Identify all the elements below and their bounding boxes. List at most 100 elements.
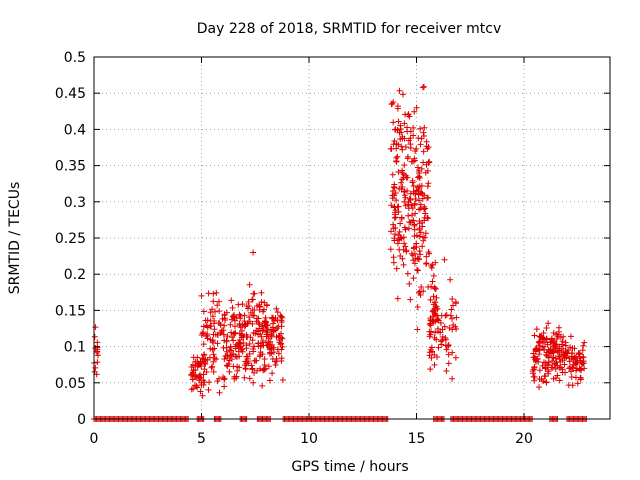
data-point: [438, 341, 445, 348]
data-point: [246, 375, 253, 382]
data-point: [401, 198, 408, 205]
data-point: [209, 313, 216, 320]
data-point: [216, 389, 223, 396]
data-point: [189, 361, 196, 368]
data-point: [231, 373, 238, 380]
data-point: [407, 135, 414, 142]
data-point: [199, 392, 206, 399]
data-point: [399, 146, 406, 153]
data-point: [567, 363, 574, 370]
data-point: [408, 202, 415, 209]
data-point: [189, 376, 196, 383]
data-point: [390, 259, 397, 266]
data-point: [394, 153, 401, 160]
data-point: [429, 261, 436, 268]
data-point: [401, 192, 408, 199]
data-point: [220, 327, 227, 334]
y-axis: 0 0.05 0.1 0.15 0.2 0.25 0.3 0.35 0.4 0.45 0.5: [55, 50, 610, 428]
data-point: [430, 272, 437, 279]
data-point: [541, 339, 548, 346]
data-point: [566, 355, 573, 362]
data-point: [223, 338, 230, 345]
data-point: [431, 334, 438, 341]
data-point: [257, 351, 264, 358]
data-point: [389, 171, 396, 178]
data-point: [567, 333, 574, 340]
data-point: [387, 246, 394, 253]
data-point: [389, 188, 396, 195]
data-point: [396, 87, 403, 94]
data-point: [401, 240, 408, 247]
data-point: [246, 350, 253, 357]
data-point: [420, 148, 427, 155]
data-point: [536, 384, 543, 391]
data-point: [453, 314, 460, 321]
data-point: [191, 382, 198, 389]
data-point: [207, 309, 214, 316]
data-point: [389, 100, 396, 107]
data-point: [257, 365, 264, 372]
data-point: [270, 349, 277, 356]
data-point: [391, 181, 398, 188]
data-point: [264, 321, 271, 328]
data-point: [200, 329, 207, 336]
data-point: [397, 122, 404, 129]
data-point: [428, 348, 435, 355]
data-point: [228, 297, 235, 304]
data-point: [435, 344, 442, 351]
data-point: [416, 247, 423, 254]
data-point: [420, 83, 427, 90]
data-point: [230, 330, 237, 337]
data-point: [412, 195, 419, 202]
data-point: [426, 328, 433, 335]
data-point: [569, 382, 576, 389]
data-point: [407, 144, 414, 151]
data-point: [229, 304, 236, 311]
data-point: [198, 292, 205, 299]
y-tick-label: 0.2: [64, 267, 86, 283]
data-point: [580, 353, 587, 360]
data-point: [387, 145, 394, 152]
data-point: [390, 99, 397, 106]
data-point: [404, 153, 411, 160]
x-tick-label: 20: [515, 431, 533, 447]
data-point: [401, 162, 408, 169]
data-point: [404, 201, 411, 208]
data-point: [431, 361, 438, 368]
data-point: [545, 320, 552, 327]
x-tick-label: 5: [197, 431, 206, 447]
data-point: [543, 324, 550, 331]
data-point: [410, 275, 417, 282]
data-point: [427, 366, 434, 373]
data-point: [394, 127, 401, 134]
data-point: [214, 340, 221, 347]
data-point: [236, 364, 243, 371]
data-point: [399, 169, 406, 176]
data-point: [258, 289, 265, 296]
data-point: [536, 375, 543, 382]
data-point: [225, 361, 232, 368]
data-point: [452, 354, 459, 361]
data-point: [236, 311, 243, 318]
data-point: [413, 232, 420, 239]
data-point: [427, 296, 434, 303]
data-point: [447, 276, 454, 283]
data-point: [577, 374, 584, 381]
data-point: [407, 219, 414, 226]
data-point: [193, 383, 200, 390]
data-point: [232, 323, 239, 330]
data-point: [220, 344, 227, 351]
data-point: [404, 270, 411, 277]
data-point: [421, 217, 428, 224]
data-point: [208, 364, 215, 371]
data-point: [210, 368, 217, 375]
x-axis-label: GPS time / hours: [291, 459, 408, 475]
data-point: [249, 296, 256, 303]
data-point: [207, 323, 214, 330]
data-point: [555, 353, 562, 360]
data-point: [552, 355, 559, 362]
data-point: [401, 135, 408, 142]
data-point: [228, 316, 235, 323]
data-point: [393, 265, 400, 272]
data-point: [188, 386, 195, 393]
